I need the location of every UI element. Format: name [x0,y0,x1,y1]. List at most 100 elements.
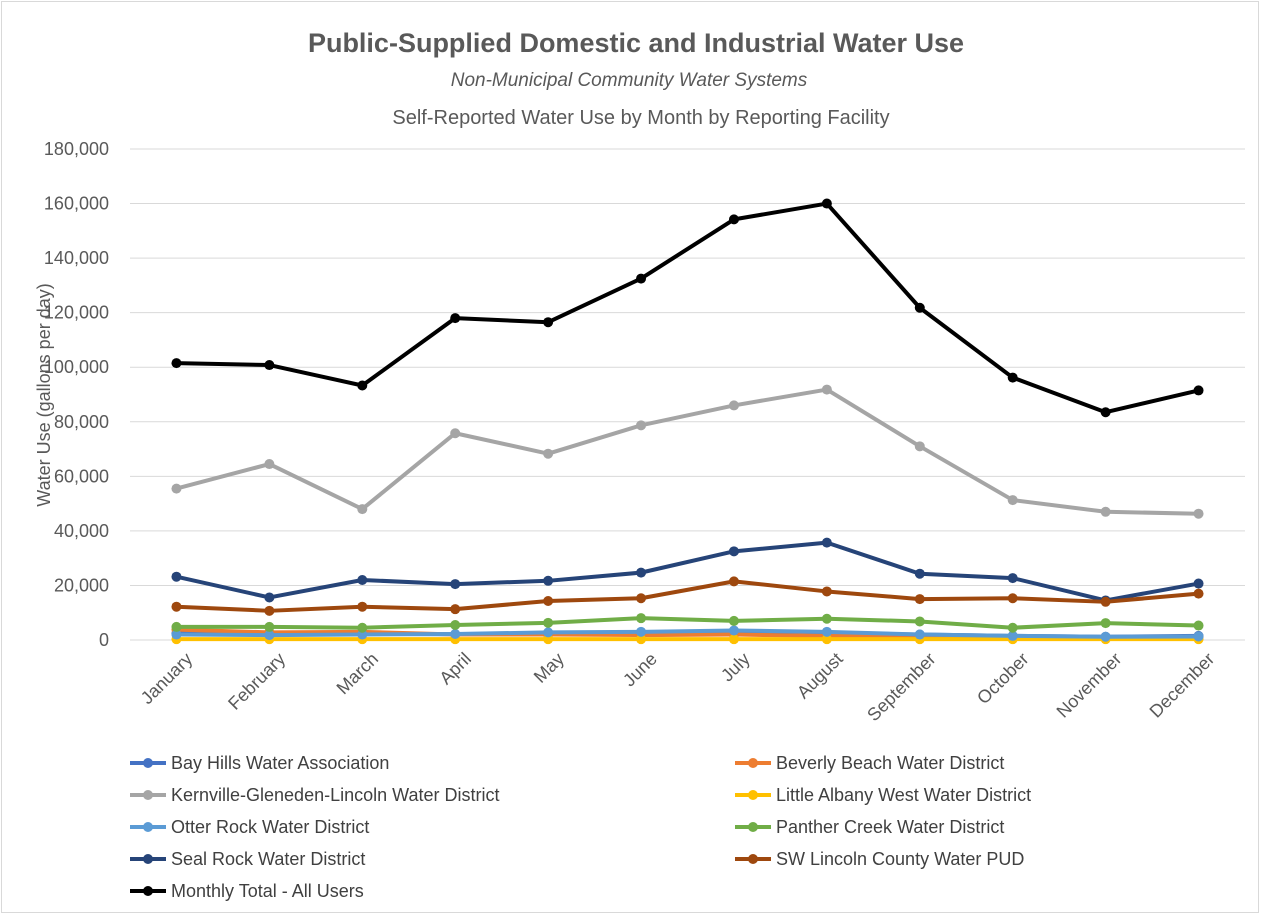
series [171,384,1204,519]
data-point [728,214,739,225]
legend-item: SW Lincoln County Water PUD [735,849,1024,869]
legend-swatch-marker [143,854,153,864]
y-axis-label: Water Use (gallons per day) [34,283,54,506]
legend-label: SW Lincoln County Water PUD [776,849,1024,869]
legend-swatch-marker [748,758,758,768]
data-point [728,615,739,626]
x-tick-label: September [863,649,939,725]
data-point [543,595,554,606]
data-point [171,621,182,632]
x-tick-label: November [1053,649,1126,722]
data-point [636,593,647,604]
data-point [728,400,739,411]
y-tick-label: 0 [99,630,109,650]
series-line [176,579,1199,613]
legend-swatch-marker [143,822,153,832]
data-point [821,537,832,548]
legend-item: Bay Hills Water Association [130,753,389,773]
legend-item: Kernville-Gleneden-Lincoln Water Distric… [130,785,499,805]
data-point [450,628,461,639]
data-point [264,605,275,616]
data-point [264,459,275,470]
legend-label: Otter Rock Water District [171,817,369,837]
data-point [728,546,739,557]
data-point [543,575,554,586]
data-point [171,358,182,369]
series [171,537,1204,606]
x-tick-label: April [435,649,475,689]
y-tick-label: 100,000 [44,357,109,377]
legend-label: Monthly Total - All Users [171,881,364,901]
data-point [543,448,554,459]
data-point [1100,407,1111,418]
chart-subtitle-secondary: Self-Reported Water Use by Month by Repo… [392,107,889,129]
data-point [821,198,832,209]
data-point [264,360,275,371]
y-tick-label: 60,000 [54,466,109,486]
data-point [264,630,275,641]
data-point [914,629,925,640]
series [171,576,1204,616]
data-point [171,483,182,494]
data-point [1007,573,1018,584]
data-point [357,504,368,515]
data-point [636,634,647,645]
data-point [450,579,461,590]
x-tick-label: October [973,649,1032,708]
y-tick-label: 160,000 [44,194,109,214]
y-tick-label: 80,000 [54,412,109,432]
data-point [543,617,554,628]
series-line [176,616,1199,630]
data-point [357,601,368,612]
legend-label: Kernville-Gleneden-Lincoln Water Distric… [171,785,499,805]
data-point [357,574,368,585]
x-tick-label: February [224,649,289,714]
series [171,198,1204,418]
data-point [1007,630,1018,641]
legend-label: Bay Hills Water Association [171,753,389,773]
data-point [821,613,832,624]
data-point [728,625,739,636]
data-point [914,568,925,579]
data-point [543,317,554,328]
y-tick-label: 180,000 [44,139,109,159]
legend-swatch-marker [748,854,758,864]
legend-swatch-marker [143,886,153,896]
legend-item: Little Albany West Water District [735,785,1031,805]
data-point [1007,593,1018,604]
data-point [1100,631,1111,642]
data-point [1193,578,1204,589]
x-tick-label: August [793,649,847,703]
data-point [1193,385,1204,396]
data-point [821,634,832,645]
series-lines [171,198,1204,645]
data-point [636,420,647,431]
legend-swatch-marker [748,822,758,832]
data-point [1193,588,1204,599]
y-tick-label: 20,000 [54,575,109,595]
data-point [1007,622,1018,633]
chart-subtitle: Non-Municipal Community Water Systems [451,70,808,91]
data-point [450,619,461,630]
legend-label: Beverly Beach Water District [776,753,1004,773]
data-point [171,629,182,640]
data-point [357,622,368,633]
data-point [450,604,461,615]
x-tick-label: June [619,649,661,691]
legend-swatch-marker [748,790,758,800]
legend-item: Panther Creek Water District [735,817,1004,837]
data-point [264,592,275,603]
data-point [1193,508,1204,519]
legend: Bay Hills Water Association Beverly Beach… [130,753,1031,901]
data-point [357,380,368,391]
series-line [175,387,1199,516]
legend-item: Monthly Total - All Users [130,881,364,901]
data-point [728,634,739,645]
data-point [450,313,461,324]
y-axis-ticks: 0 20,000 40,000 60,000 80,000 100,000 120,000 1… [44,139,109,650]
x-axis-ticks: January February March April May June July Augu… [137,649,1219,725]
data-point [728,576,739,587]
y-tick-label: 140,000 [44,248,109,268]
y-tick-label: 120,000 [44,303,109,323]
